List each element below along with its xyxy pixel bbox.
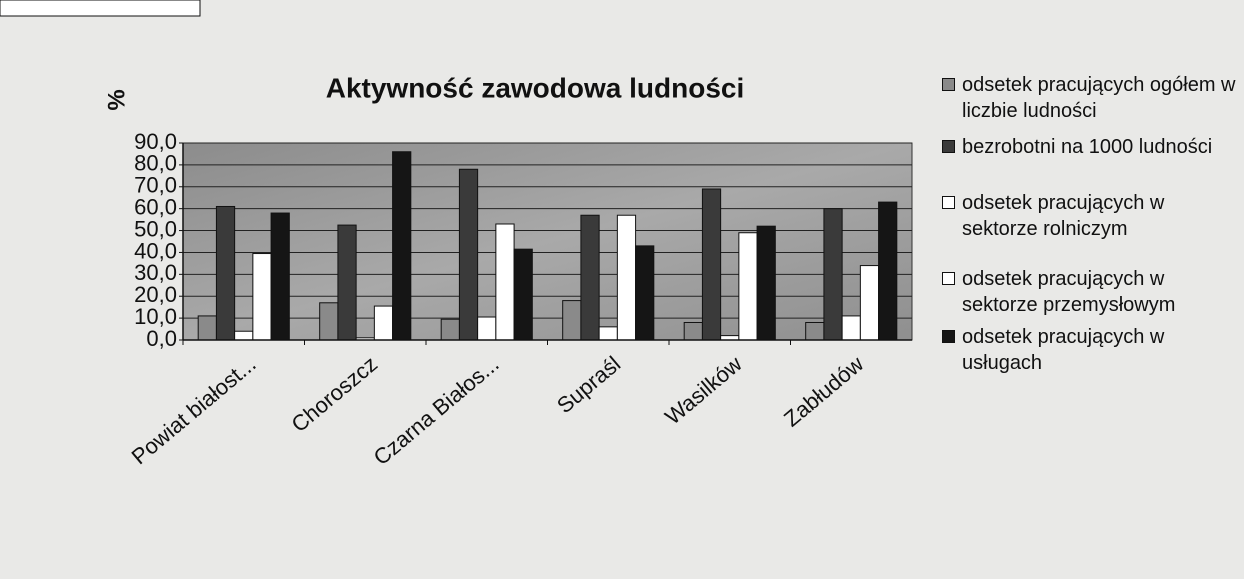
- bar: [234, 330, 254, 341]
- legend-swatch: [942, 196, 955, 209]
- legend-item: odsetek pracujących w usługach: [940, 324, 1240, 376]
- y-tick-label: 20,0: [134, 282, 177, 307]
- x-tick-label: Czarna Białos...: [369, 351, 504, 470]
- chart-title: Aktywność zawodowa ludności: [326, 72, 745, 103]
- bar: [616, 214, 637, 341]
- y-axis-title: %: [103, 89, 130, 110]
- bar: [635, 245, 655, 341]
- legend-swatch: [942, 140, 955, 153]
- legend: odsetek pracujących ogółem w liczbie lud…: [940, 72, 1240, 376]
- bar: [319, 302, 339, 341]
- legend-swatch: [942, 272, 955, 285]
- bar: [562, 300, 582, 341]
- bar: [197, 315, 217, 341]
- bar: [477, 316, 497, 341]
- bar: [683, 321, 703, 341]
- x-tick-label: Supraśl: [552, 351, 625, 418]
- bar: [513, 248, 533, 341]
- bar: [392, 151, 412, 341]
- y-tick-label: 30,0: [134, 260, 177, 285]
- bar: [458, 168, 479, 341]
- legend-swatch: [942, 330, 955, 343]
- bar: [215, 205, 236, 341]
- legend-swatch: [942, 78, 955, 91]
- legend-label: bezrobotni na 1000 ludności: [962, 136, 1213, 158]
- x-tick-label: Zabłudów: [779, 351, 868, 432]
- corner-box: [0, 0, 201, 17]
- y-tick-label: 40,0: [134, 238, 177, 263]
- y-tick-label: 0,0: [146, 326, 177, 351]
- legend-label: odsetek pracujących w sektorze przemysło…: [962, 268, 1176, 316]
- bar: [440, 318, 460, 341]
- bar: [373, 305, 394, 341]
- bar: [598, 326, 618, 341]
- y-tick-label: 70,0: [134, 173, 177, 198]
- bar: [859, 265, 880, 341]
- legend-item: bezrobotni na 1000 ludności: [940, 134, 1240, 160]
- plot-area: [182, 142, 913, 341]
- y-tick-label: 50,0: [134, 216, 177, 241]
- x-tick-label: Choroszcz: [287, 351, 383, 437]
- y-tick-label: 10,0: [134, 304, 177, 329]
- legend-label: odsetek pracujących w sektorze rolniczym: [962, 192, 1165, 240]
- x-tick-label: Wasilków: [660, 351, 747, 429]
- legend-item: odsetek pracujących ogółem w liczbie lud…: [940, 72, 1240, 124]
- legend-label: odsetek pracujących w usługach: [962, 326, 1165, 374]
- bar: [337, 224, 357, 341]
- bar: [495, 223, 515, 341]
- y-tick-label: 60,0: [134, 194, 177, 219]
- legend-item: odsetek pracujących w sektorze przemysło…: [940, 266, 1240, 318]
- bar: [841, 315, 861, 341]
- bar: [823, 208, 843, 341]
- legend-label: odsetek pracujących ogółem w liczbie lud…: [962, 74, 1236, 122]
- bar: [878, 201, 898, 341]
- bar: [580, 214, 600, 341]
- bar: [756, 225, 776, 341]
- bar: [270, 212, 290, 341]
- y-tick-label: 90,0: [134, 129, 177, 154]
- bar: [738, 232, 758, 341]
- bar: [805, 321, 825, 341]
- legend-item: odsetek pracujących w sektorze rolniczym: [940, 190, 1240, 242]
- x-tick-label: Powiat białost...: [127, 351, 261, 469]
- bar: [252, 253, 272, 341]
- y-tick-label: 80,0: [134, 151, 177, 176]
- bar: [701, 188, 722, 341]
